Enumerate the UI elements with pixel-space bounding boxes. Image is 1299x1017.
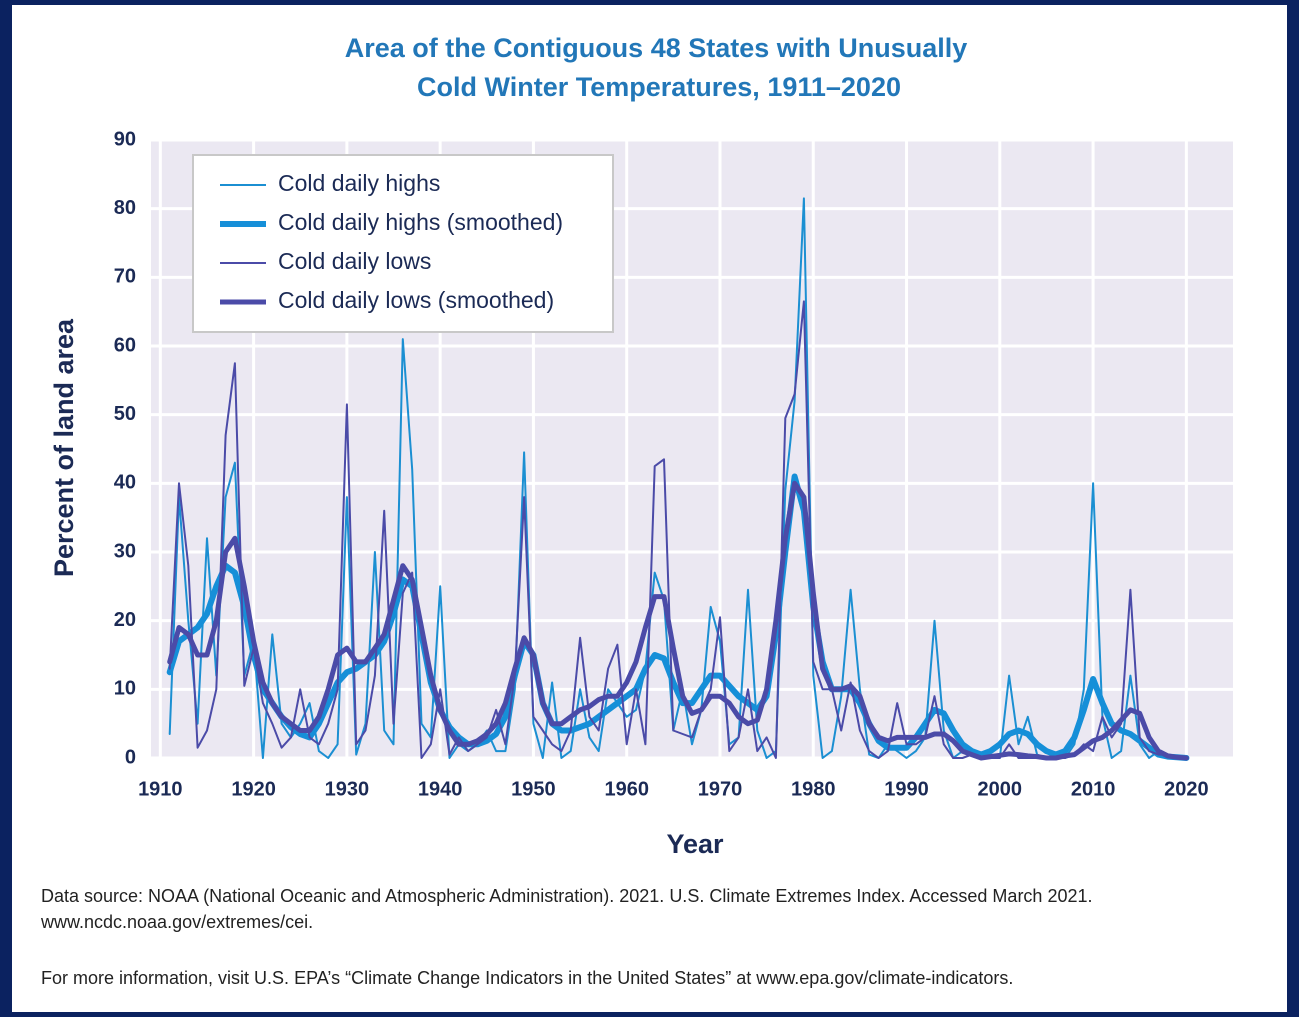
y-tick-label: 0	[125, 746, 136, 768]
legend-label: Cold daily lows (smoothed)	[278, 287, 554, 313]
y-axis-label: Percent of land area	[49, 318, 79, 577]
legend-label: Cold daily highs	[278, 170, 440, 196]
x-tick-label: 1990	[884, 778, 929, 800]
note: For more information, visit U.S. EPA’s “…	[41, 968, 1014, 988]
y-tick-label: 70	[114, 266, 136, 288]
x-tick-label: 2000	[978, 778, 1023, 800]
series-line	[167, 480, 1189, 761]
x-tick-label: 1940	[418, 778, 463, 800]
legend-label: Cold daily lows	[278, 248, 431, 274]
y-tick-label: 50	[114, 403, 136, 425]
x-tick-label: 1950	[511, 778, 556, 800]
y-tick-label: 80	[114, 197, 136, 219]
x-axis-label: Year	[666, 829, 724, 859]
y-tick-label: 30	[114, 540, 136, 562]
series-line	[166, 473, 1190, 761]
x-tick-label: 1910	[138, 778, 183, 800]
y-tick-label: 10	[114, 678, 136, 700]
x-tick-label: 2020	[1164, 778, 1209, 800]
x-tick-label: 1960	[604, 778, 649, 800]
x-tick-label: 1980	[791, 778, 836, 800]
source-line: www.ncdc.noaa.gov/extremes/cei.	[41, 912, 314, 932]
y-tick-label: 40	[114, 472, 136, 494]
source-line: Data source: NOAA (National Oceanic and …	[41, 886, 1093, 906]
source: Data source: NOAA (National Oceanic and …	[41, 883, 1093, 935]
x-tick-label: 2010	[1071, 778, 1116, 800]
y-tick-label: 20	[114, 609, 136, 631]
legend-label: Cold daily highs (smoothed)	[278, 209, 563, 235]
x-tick-label: 1920	[231, 778, 276, 800]
y-tick-label: 90	[114, 128, 136, 150]
x-tick-label: 1930	[325, 778, 370, 800]
chart-title: Area of the Contiguous 48 States with Un…	[345, 33, 968, 63]
x-tick-label: 1970	[698, 778, 743, 800]
chart-title: Cold Winter Temperatures, 1911–2020	[417, 72, 901, 102]
y-tick-label: 60	[114, 334, 136, 356]
